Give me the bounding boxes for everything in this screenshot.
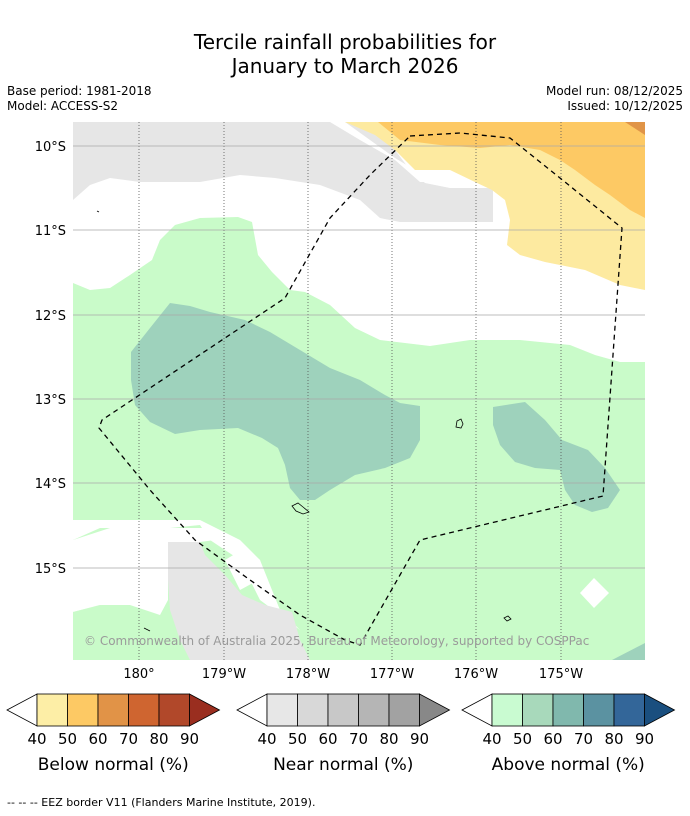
legend-below-title: Below normal (%) xyxy=(38,755,189,775)
legend-near-swatch-80 xyxy=(388,693,420,727)
lon-label-176w: 176°W xyxy=(454,667,498,682)
legend-near-swatch-60 xyxy=(327,693,359,727)
legend-below-tick-40: 40 xyxy=(27,730,46,748)
eez-footnote: -- -- -- EEZ border V11 (Flanders Marine… xyxy=(7,796,316,809)
lat-label-12s: 12°S xyxy=(35,309,66,324)
white-diamond xyxy=(580,578,609,608)
white-bottom-mid xyxy=(225,548,262,590)
legend-above-low-arrow xyxy=(461,693,493,727)
legend-below-swatch-70 xyxy=(128,693,160,727)
model-run: Model run: 08/12/2025 xyxy=(545,84,683,98)
legend-below-swatch-80 xyxy=(158,693,190,727)
white-bottom-left xyxy=(73,528,215,615)
lat-label-15s: 15°S xyxy=(35,562,66,577)
legend-near: 40 50 60 70 80 90 Near normal (%) xyxy=(236,693,451,775)
legend-near-tick-70: 70 xyxy=(349,730,368,748)
lat-label-11s: 11°S xyxy=(35,224,66,239)
legend-near-low-arrow xyxy=(236,693,268,727)
legend-above-high-arrow xyxy=(644,693,676,727)
island-1 xyxy=(455,418,464,429)
lon-label-179w: 179°W xyxy=(202,667,246,682)
map-plot-area: © Commonwealth of Australia 2025, Bureau… xyxy=(73,122,645,660)
island-3 xyxy=(503,615,512,622)
title-line-1: Tercile rainfall probabilities for xyxy=(193,30,497,54)
islands xyxy=(96,210,512,632)
legend-above-swatch-80 xyxy=(613,693,645,727)
legend-below-swatch-40 xyxy=(36,693,68,727)
legend-above-swatch-50 xyxy=(522,693,554,727)
chart-title: Tercile rainfall probabilities for Janua… xyxy=(0,30,690,78)
above-normal-50-corner xyxy=(612,643,645,660)
legend-above-tick-70: 70 xyxy=(574,730,593,748)
legend-below-swatch-50 xyxy=(67,693,99,727)
legend-near-tick-40: 40 xyxy=(257,730,276,748)
longitude-labels: 180° 179°W 178°W 177°W 176°W 175°W xyxy=(123,667,583,682)
legend-below-swatch-60 xyxy=(97,693,129,727)
legend-near-swatch-70 xyxy=(358,693,390,727)
legend-above-swatch-40 xyxy=(491,693,523,727)
legend-above-tick-80: 80 xyxy=(604,730,623,748)
island-4 xyxy=(96,210,100,213)
legend-above-tick-40: 40 xyxy=(482,730,501,748)
lat-label-13s: 13°S xyxy=(35,393,66,408)
legend-above: 40 50 60 70 80 90 Above normal (%) xyxy=(461,693,676,775)
meta-right: Model run: 08/12/2025 Issued: 10/12/2025 xyxy=(546,84,683,114)
above-normal-50-right-patch xyxy=(493,402,620,512)
legend-near-swatch-40 xyxy=(266,693,298,727)
issued-date: Issued: 10/12/2025 xyxy=(567,99,683,113)
legend-near-tick-50: 50 xyxy=(288,730,307,748)
legend-above-swatch-70 xyxy=(583,693,615,727)
title-line-2: January to March 2026 xyxy=(231,54,459,78)
island-2 xyxy=(291,502,310,515)
latitude-gridlines xyxy=(73,145,645,569)
legend-near-tick-90: 90 xyxy=(410,730,429,748)
white-top-band xyxy=(330,122,455,182)
above-normal-bottom-left-patch xyxy=(73,605,170,660)
copyright-text: © Commonwealth of Australia 2025, Bureau… xyxy=(84,634,589,648)
legend-near-swatch-50 xyxy=(297,693,329,727)
legend-below-tick-80: 80 xyxy=(149,730,168,748)
legend-above-title: Above normal (%) xyxy=(492,755,645,775)
lon-label-180: 180° xyxy=(123,667,154,682)
lat-label-10s: 10°S xyxy=(35,140,66,155)
lon-label-175w: 175°W xyxy=(539,667,583,682)
legend-below-tick-50: 50 xyxy=(58,730,77,748)
legend-below-tick-90: 90 xyxy=(180,730,199,748)
island-5 xyxy=(143,627,151,632)
latitude-labels: 10°S 11°S 12°S 13°S 14°S 15°S xyxy=(35,140,66,577)
legend-above-swatch-60 xyxy=(552,693,584,727)
legend-below-low-arrow xyxy=(6,693,38,727)
lon-label-177w: 177°W xyxy=(370,667,414,682)
legend-near-high-arrow xyxy=(419,693,451,727)
legend-above-tick-90: 90 xyxy=(635,730,654,748)
near-normal-40-top xyxy=(73,122,493,222)
lon-label-178w: 178°W xyxy=(286,667,330,682)
lat-label-14s: 14°S xyxy=(35,477,66,492)
legend-below: 40 50 60 70 80 90 Below normal (%) xyxy=(6,693,221,775)
base-period: Base period: 1981-2018 xyxy=(7,84,152,98)
below-normal-60-region xyxy=(625,122,645,135)
eez-border xyxy=(98,132,623,646)
legend-near-title: Near normal (%) xyxy=(273,755,413,775)
legend-above-tick-60: 60 xyxy=(543,730,562,748)
legend-near-tick-60: 60 xyxy=(318,730,337,748)
legend-above-tick-50: 50 xyxy=(513,730,532,748)
legends: 40 50 60 70 80 90 Below normal (%) 40 50 60 70 80 90… xyxy=(6,693,676,775)
legend-near-tick-80: 80 xyxy=(379,730,398,748)
legend-below-tick-60: 60 xyxy=(88,730,107,748)
meta-left: Base period: 1981-2018 Model: ACCESS-S2 xyxy=(7,84,152,114)
legend-below-tick-70: 70 xyxy=(119,730,138,748)
model-name: Model: ACCESS-S2 xyxy=(7,99,119,113)
near-normal-40-bottom-left xyxy=(168,542,310,660)
legend-below-high-arrow xyxy=(189,693,221,727)
